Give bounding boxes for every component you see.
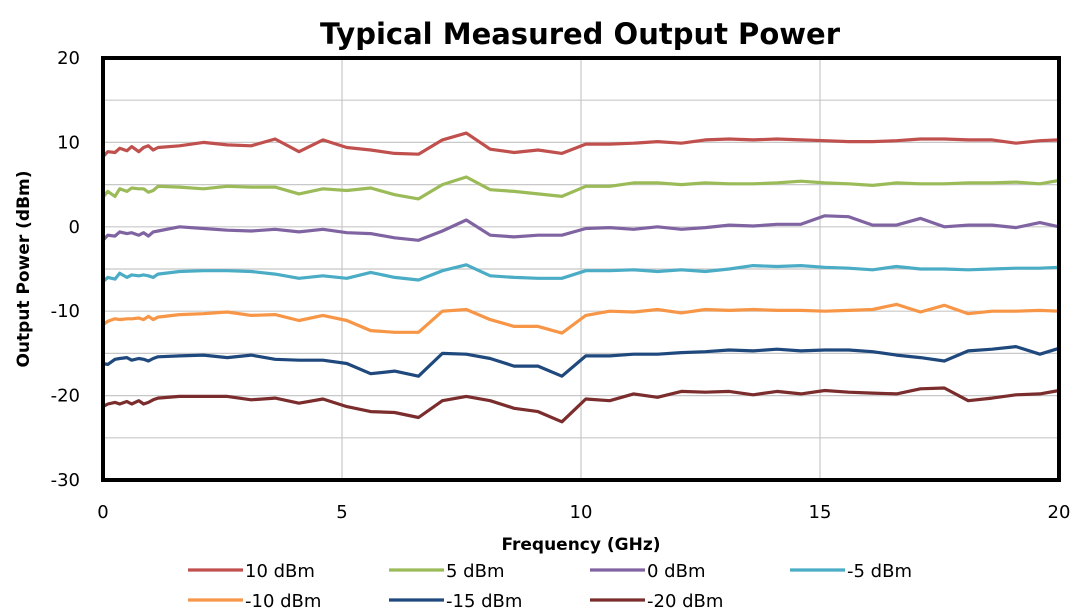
y-tick-label: 20 [57, 48, 80, 69]
series-line-7 [101, 386, 1061, 424]
x-tick-label: 15 [809, 502, 832, 523]
y-tick-labels: -30 -20 -10 0 10 20 [51, 48, 80, 491]
x-tick-label: 5 [336, 502, 347, 523]
x-tick-labels: 0 5 10 15 20 [97, 502, 1070, 523]
series-line-2 [101, 175, 1061, 201]
legend-label: 0 dBm [647, 561, 705, 582]
chart-title: Typical Measured Output Power [320, 17, 841, 51]
series-line-4 [101, 263, 1061, 284]
legend-label: -20 dBm [647, 591, 723, 612]
x-tick-label: 20 [1048, 502, 1071, 523]
series-line-3 [101, 214, 1061, 242]
series-line-6 [101, 345, 1061, 378]
legend-label: -5 dBm [847, 561, 912, 582]
x-tick-label: 10 [570, 502, 593, 523]
legend: 10 dBm 5 dBm 0 dBm -5 dBm -10 dBm -15 dBm -20 … [188, 561, 912, 612]
x-tick-label: 0 [97, 502, 108, 523]
y-tick-label: -30 [51, 470, 80, 491]
series-line-1 [101, 131, 1061, 159]
plot-area-border [101, 56, 1061, 482]
legend-label: -10 dBm [245, 591, 321, 612]
y-tick-label: 10 [57, 132, 80, 153]
y-tick-label: 0 [69, 217, 80, 238]
legend-label: -15 dBm [446, 591, 522, 612]
legend-label: 5 dBm [446, 561, 504, 582]
y-tick-label: -10 [51, 301, 80, 322]
x-axis-label: Frequency (GHz) [501, 535, 660, 555]
series-lines [101, 131, 1061, 424]
legend-label: 10 dBm [245, 561, 315, 582]
y-tick-label: -20 [51, 386, 80, 407]
y-axis-label: Output Power (dBm) [14, 170, 34, 367]
series-line-5 [101, 302, 1061, 335]
